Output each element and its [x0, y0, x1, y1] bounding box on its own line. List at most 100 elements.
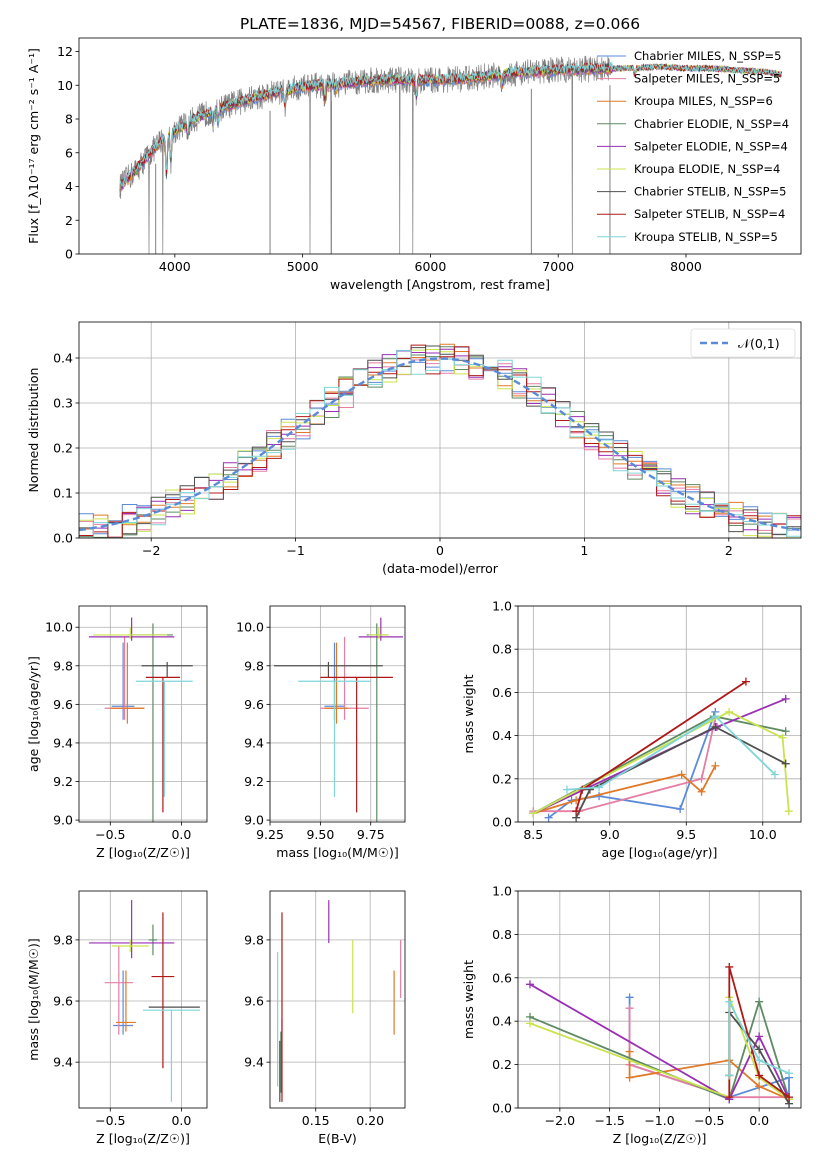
salpeter_elodie-line — [529, 983, 790, 1101]
y-tick-label: 9.6 — [244, 697, 264, 712]
x-tick-label: 2 — [725, 543, 733, 558]
y-tick-label: 0.2 — [492, 771, 512, 786]
data-point-marker — [697, 774, 706, 783]
x-tick-label: 0.15 — [302, 1113, 330, 1128]
data-point-marker — [755, 1082, 764, 1091]
data-point-marker — [781, 694, 790, 703]
plot-area — [79, 343, 801, 538]
kroupa_stelib-histogram — [79, 349, 801, 538]
x-tick-label: 0 — [436, 543, 444, 558]
chabrier_elodie-errorbar — [366, 623, 387, 822]
y-tick-label: 9.0 — [244, 813, 264, 828]
age_vs_Z-panel: −0.5 0.0 9.0 9.2 9.4 9.6 9.8 10.0 Z [log₁₀(Z/Z☉)… — [26, 605, 208, 860]
data-point-marker — [595, 783, 604, 792]
x-tick-label: 5000 — [287, 259, 319, 274]
data-point-marker — [725, 997, 734, 1006]
x-tick-label: −0.5 — [694, 1113, 724, 1128]
y-tick-label: 9.8 — [53, 658, 73, 673]
x-tick-label: 0.0 — [171, 827, 191, 842]
figure-title: PLATE=1836, MJD=54567, FIBERID=0088, z=0… — [240, 15, 640, 33]
data-point-marker — [697, 787, 706, 796]
grid — [79, 606, 207, 822]
x-axis-label: mass [log₁₀(M/M☉)] — [276, 845, 398, 860]
salpeter_elodie-errorbar — [88, 900, 175, 959]
data-point-marker — [625, 1073, 634, 1082]
spectrum-panel: 4000 5000 6000 7000 8000 0 2 4 6 8 10 12 wavelength … — [26, 37, 802, 292]
data-point-marker — [725, 962, 734, 971]
residuals-panel: −2 −1 0 1 2 0.0 0.1 0.2 0.3 0.4 (data-model)/error… — [26, 321, 802, 576]
kroupa_miles-errorbar — [324, 642, 349, 724]
data-point-marker — [770, 770, 779, 779]
y-tick-label: 9.4 — [244, 735, 264, 750]
chabrier_elodie-errorbar — [133, 623, 173, 822]
axes-frame — [517, 605, 802, 823]
y-tick-label: 0.6 — [492, 685, 512, 700]
y-tick-label: 10 — [57, 78, 73, 93]
data-point-marker — [529, 809, 538, 818]
legend-label: Chabrier STELIB, N_SSP=5 — [634, 185, 786, 199]
y-tick-label: 9.8 — [244, 658, 264, 673]
legend-label: Chabrier ELODIE, N_SSP=4 — [634, 117, 789, 131]
x-tick-label: −2 — [142, 543, 160, 558]
data-point-marker — [755, 1032, 764, 1041]
axes-frame — [78, 605, 208, 823]
chabrier_elodie-series — [529, 712, 790, 818]
data-point-marker — [755, 997, 764, 1006]
x-tick-label: −1.5 — [594, 1113, 624, 1128]
x-tick-label: −0.5 — [95, 827, 125, 842]
kroupa_miles-errorbar — [110, 642, 145, 724]
legend-label: 𝒩(0,1) — [738, 336, 780, 351]
legend-box — [690, 328, 796, 358]
kroupa_elodie-errorbar — [111, 939, 149, 953]
kroupa_miles-errorbar — [115, 970, 136, 1032]
kroupa_stelib-series — [725, 997, 794, 1080]
legend-label: Chabrier MILES, N_SSP=5 — [634, 49, 781, 63]
y-tick-label: 0 — [65, 247, 73, 262]
y-tick-label: 9.4 — [53, 1055, 73, 1070]
data-point-marker — [755, 1071, 764, 1080]
chabrier_elodie-errorbar — [148, 924, 158, 956]
y-tick-label: 10.0 — [45, 620, 73, 635]
axes-frame — [78, 37, 802, 255]
kroupa_stelib-line — [728, 1001, 790, 1076]
y-tick-label: 0.1 — [53, 486, 73, 501]
y-tick-label: 9.6 — [53, 697, 73, 712]
plot-area — [277, 900, 402, 1102]
legend-label: Salpeter STELIB, N_SSP=4 — [634, 207, 785, 221]
y-tick-label: 0.0 — [492, 815, 512, 830]
kroupa_elodie-series — [529, 707, 793, 818]
y-tick-label: 0.2 — [492, 1057, 512, 1072]
data-point-marker — [525, 1019, 534, 1028]
y-tick-label: 10.0 — [236, 620, 264, 635]
plot-area — [274, 617, 403, 822]
kroupa_stelib-model-line — [119, 61, 783, 190]
plot-area — [525, 962, 794, 1108]
x-tick-label: −0.5 — [95, 1113, 125, 1128]
data-point-marker — [525, 980, 534, 989]
y-tick-label: 0.0 — [492, 1101, 512, 1116]
data-point-marker — [585, 785, 594, 794]
y-axis-label: mass weight — [461, 960, 476, 1039]
legend-label: Kroupa MILES, N_SSP=6 — [634, 94, 773, 108]
kroupa_elodie-errorbar — [93, 627, 168, 639]
salpeter_elodie-series — [529, 694, 790, 818]
chabrier_stelib-histogram — [79, 345, 801, 538]
y-tick-label: 0.3 — [53, 396, 73, 411]
kroupa_elodie-line — [532, 710, 790, 815]
kroupa_stelib-series — [562, 712, 779, 794]
legend-label: Kroupa STELIB, N_SSP=5 — [634, 230, 778, 244]
y-tick-label: 0.2 — [53, 441, 73, 456]
salpeter_miles-line — [628, 1008, 789, 1099]
data-point-marker — [572, 807, 581, 816]
plot-area — [88, 617, 193, 822]
kroupa_elodie-errorbar — [368, 627, 389, 639]
data-point-marker — [711, 712, 720, 721]
data-point-marker — [755, 1056, 764, 1065]
y-tick-label: 9.8 — [244, 932, 264, 947]
x-tick-label: −1.0 — [644, 1113, 674, 1128]
y-tick-label: 9.0 — [53, 813, 73, 828]
x-tick-label: 9.5 — [676, 827, 696, 842]
data-point-marker — [711, 761, 720, 770]
data-point-marker — [625, 1047, 634, 1056]
y-tick-label: 6 — [65, 145, 73, 160]
